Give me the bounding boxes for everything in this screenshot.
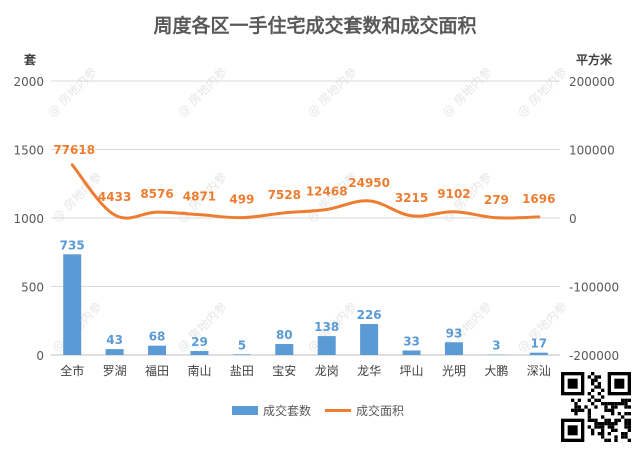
line-value-label: 12468 xyxy=(306,184,348,198)
line-path xyxy=(70,163,541,220)
bar-value-label: 138 xyxy=(314,320,339,334)
category-label: 深汕 xyxy=(527,364,551,378)
left-axis-label: 套 xyxy=(23,52,37,67)
left-tick-label: 1500 xyxy=(13,144,44,158)
line-value-label: 9102 xyxy=(437,187,470,201)
watermark-text: @ 房地内参 xyxy=(174,64,230,120)
bar xyxy=(317,336,336,355)
category-label: 大鹏 xyxy=(484,364,508,378)
legend-label-line: 成交面积 xyxy=(356,403,404,418)
right-tick-label: -100000 xyxy=(569,281,619,295)
bar xyxy=(190,351,209,355)
bar-series xyxy=(63,254,548,355)
bar xyxy=(275,344,294,355)
bar-value-label: 80 xyxy=(276,328,293,342)
bar xyxy=(360,324,379,355)
category-label: 龙华 xyxy=(357,364,381,378)
bar-value-label: 29 xyxy=(191,335,208,349)
bar-value-label: 226 xyxy=(357,308,382,322)
watermark-text: @ 房地内参 xyxy=(304,64,360,120)
left-tick-label: 2000 xyxy=(13,75,44,89)
bar-value-label: 5 xyxy=(238,338,246,352)
bar xyxy=(232,354,251,355)
category-label: 福田 xyxy=(145,363,169,378)
line-value-label: 8576 xyxy=(140,187,173,201)
category-labels: 全市 罗湖 福田 南山 盐田 宝安 龙岗 龙华 坪山 光明 大鹏 深汕 xyxy=(60,363,551,378)
bar-value-label: 33 xyxy=(403,334,420,348)
right-tick-label: -200000 xyxy=(569,349,619,363)
qr-code-image xyxy=(561,372,631,442)
left-tick-label: 500 xyxy=(21,281,44,295)
right-axis-ticks: -200000 -100000 0 100000 200000 xyxy=(569,75,619,363)
right-tick-label: 200000 xyxy=(569,75,615,89)
bar-value-label: 735 xyxy=(60,238,85,252)
bar-value-label: 3 xyxy=(492,339,500,353)
category-label: 南山 xyxy=(187,363,211,378)
watermark-text: @ 房地内参 xyxy=(514,64,570,120)
bar xyxy=(529,352,548,355)
category-label: 全市 xyxy=(60,363,84,378)
watermark-text: @ 房地内参 xyxy=(44,64,100,120)
category-label: 坪山 xyxy=(400,364,424,378)
bar-value-label: 43 xyxy=(106,333,123,347)
left-axis-ticks: 0 500 1000 1500 2000 xyxy=(13,75,44,363)
line-series xyxy=(70,163,541,220)
line-value-label: 499 xyxy=(229,193,254,207)
legend: 成交套数 成交面积 xyxy=(232,403,404,418)
legend-swatch-bar xyxy=(232,406,258,415)
gridlines xyxy=(51,80,560,356)
bar xyxy=(148,345,167,355)
category-label: 罗湖 xyxy=(103,363,127,378)
bar-value-label: 93 xyxy=(446,326,463,340)
chart-title: 周度各区一手住宅成交套数和成交面积 xyxy=(153,14,476,37)
watermarks: @ 房地内参 @ 房地内参 @ 房地内参 @ 房地内参 @ 房地内参@ 房地内参 @ 房地… xyxy=(44,64,570,355)
category-label: 龙岗 xyxy=(315,364,339,378)
line-value-label: 279 xyxy=(484,193,509,207)
line-value-label: 4433 xyxy=(98,190,131,204)
legend-label-bar: 成交套数 xyxy=(263,403,311,418)
category-label: 盐田 xyxy=(230,364,254,378)
bar xyxy=(105,349,124,355)
bar xyxy=(402,350,421,355)
bar xyxy=(444,342,463,355)
right-axis-label: 平方米 xyxy=(576,52,613,67)
category-label: 宝安 xyxy=(272,363,296,378)
bar-value-label: 68 xyxy=(149,330,166,344)
bar xyxy=(63,254,82,355)
left-tick-label: 1000 xyxy=(13,212,44,226)
category-label: 光明 xyxy=(442,364,466,378)
line-value-label: 4871 xyxy=(183,190,216,204)
watermark-text: @ 房地内参 xyxy=(439,64,495,120)
line-value-label: 1696 xyxy=(522,192,555,206)
bar-value-labels: 735 43 68 29 5 80 138 226 33 93 3 17 xyxy=(60,238,547,352)
line-value-label: 77618 xyxy=(53,143,95,157)
line-value-label: 24950 xyxy=(348,176,390,190)
line-value-label: 7528 xyxy=(268,188,301,202)
bar-value-label: 17 xyxy=(530,337,547,351)
right-tick-label: 100000 xyxy=(569,144,615,158)
left-tick-label: 0 xyxy=(36,349,44,363)
line-value-label: 3215 xyxy=(395,191,428,205)
right-tick-label: 0 xyxy=(569,212,577,226)
